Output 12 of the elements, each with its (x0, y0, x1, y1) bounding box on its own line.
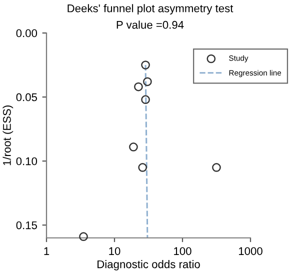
y-tick-label: 0.10 (16, 157, 38, 166)
x-tick-label: 1 (44, 247, 50, 255)
y-tick-label: 0.05 (16, 93, 38, 102)
y-tick-label: 0.00 (16, 29, 38, 38)
x-tick-label: 10 (109, 247, 120, 256)
x-tick-label: 100 (174, 247, 192, 256)
chart-subtitle: P value =0.94 (116, 20, 184, 29)
y-tick-label: 0.15 (16, 221, 38, 230)
x-axis-title: Diagnostic odds ratio (98, 260, 200, 270)
chart-title: Deeks' funnel plot asymmetry test (68, 4, 234, 14)
x-tick-label: 1000 (238, 247, 262, 256)
y-axis-title: 1/root (ESS) (2, 106, 14, 166)
